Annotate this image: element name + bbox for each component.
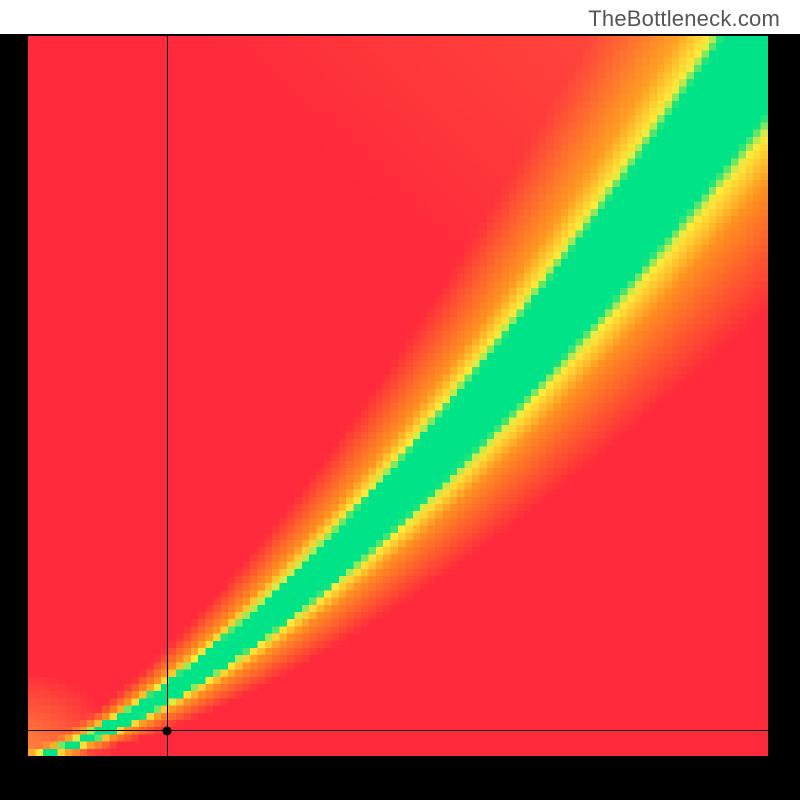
crosshair-marker bbox=[163, 726, 172, 735]
plot-area bbox=[28, 36, 768, 756]
crosshair-horizontal bbox=[28, 730, 768, 731]
crosshair-vertical bbox=[167, 36, 168, 756]
heatmap-canvas bbox=[28, 36, 768, 756]
root: TheBottleneck.com bbox=[0, 0, 800, 800]
watermark-text: TheBottleneck.com bbox=[588, 6, 780, 32]
